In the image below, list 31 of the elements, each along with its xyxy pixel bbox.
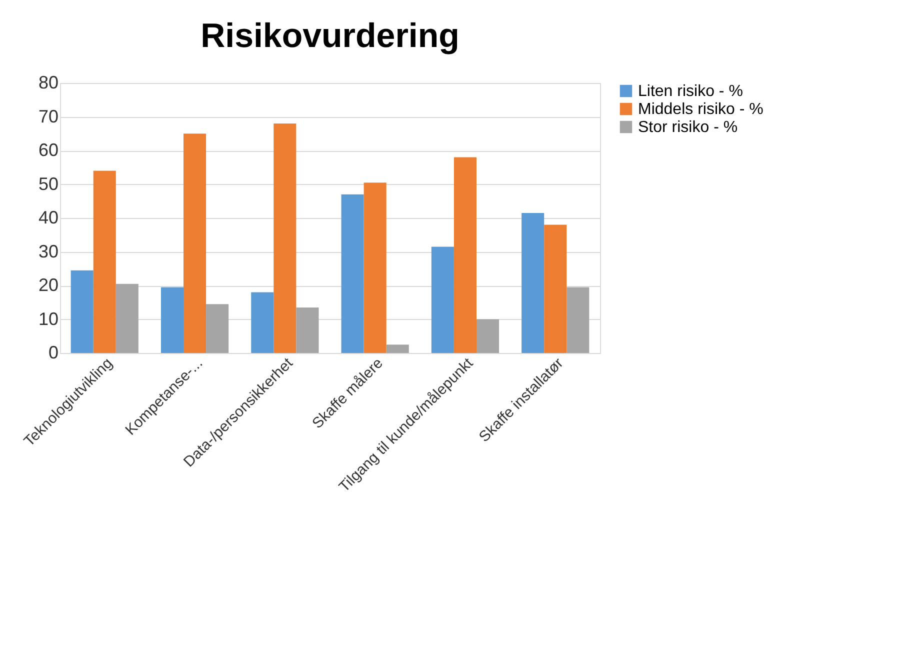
bar [116,284,138,353]
bar [160,287,184,353]
legend-label: Middels risiko - % [638,101,764,118]
y-tick-label: 0 [48,342,58,362]
bar [476,319,500,353]
y-tick-label: 60 [38,140,58,160]
bar [566,287,590,353]
bar [364,182,386,353]
chart-title: Risikovurdering [200,17,460,55]
bar [70,270,94,353]
y-tick-label: 10 [38,308,58,329]
legend-label: Stor risiko - % [638,119,738,136]
bar [93,170,116,353]
y-tick-label: 70 [38,106,58,126]
bar [431,246,454,353]
y-tick-label: 50 [38,174,58,194]
bar [296,307,319,353]
legend-label: Liten risiko - % [638,83,743,100]
bar [206,304,229,353]
bar [184,134,206,353]
bar [522,212,544,353]
y-tick-label: 40 [38,208,58,228]
bar [386,344,409,353]
y-tick-label: 20 [38,275,58,295]
y-tick-label: 80 [38,72,58,92]
y-tick-label: 30 [38,241,58,262]
bar [544,224,567,353]
bar [341,194,364,353]
bar [454,157,476,353]
bar [251,292,274,353]
bar [274,124,296,353]
